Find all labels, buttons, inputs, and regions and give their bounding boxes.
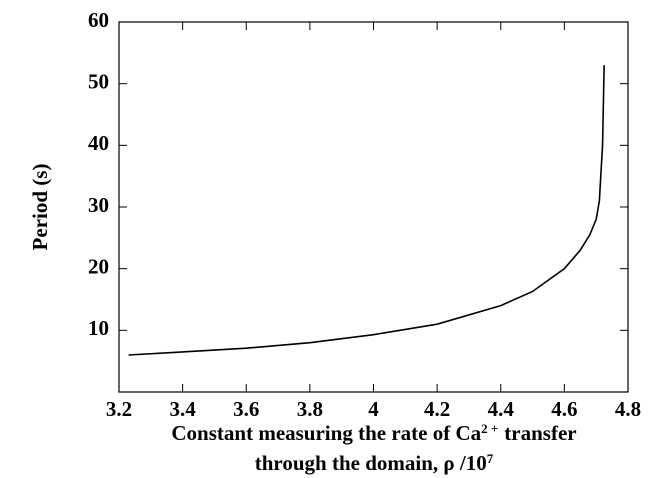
x-tick-label: 3.2	[106, 397, 132, 421]
x-label-part: through the domain, ρ /10	[255, 451, 487, 475]
x-tick-label: 3.4	[170, 397, 197, 421]
x-axis-label: through the domain, ρ /107	[255, 451, 494, 476]
x-tick-label: 4.4	[488, 397, 515, 421]
x-label-part: Constant measuring the rate of Ca	[171, 421, 481, 445]
x-axis-label: Constant measuring the rate of Ca2 + tran…	[171, 421, 576, 446]
x-tick-label: 3.8	[297, 397, 323, 421]
data-line	[128, 65, 605, 356]
x-tick-label: 4	[368, 397, 379, 421]
x-tick-label: 4.8	[615, 397, 641, 421]
y-tick-label: 30	[88, 193, 109, 217]
x-tick-label: 4.2	[424, 397, 450, 421]
y-tick-label: 10	[88, 316, 109, 340]
y-tick-label: 20	[88, 254, 109, 278]
y-tick-label: 40	[88, 131, 109, 155]
x-label-part: transfer	[504, 421, 576, 445]
y-tick-label: 50	[88, 69, 109, 93]
plot-frame	[118, 21, 629, 393]
x-tick-label: 4.6	[551, 397, 577, 421]
x-label-sup: 7	[487, 451, 494, 466]
y-axis-label: Period (s)	[28, 164, 52, 251]
x-tick-label: 3.6	[233, 397, 259, 421]
y-tick-label: 60	[88, 8, 109, 32]
x-label-sup: 2 +	[481, 421, 498, 436]
